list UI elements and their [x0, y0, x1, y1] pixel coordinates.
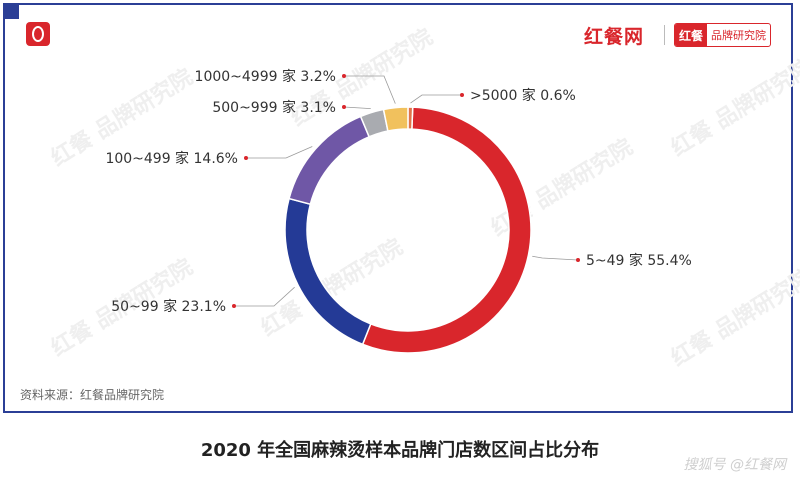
source-note: 资料来源：红餐品牌研究院	[20, 388, 165, 402]
brand-badge-left: 红餐	[675, 24, 708, 46]
slice-label: 100~499 家 14.6%	[105, 150, 238, 167]
chart-caption: 2020 年全国麻辣烫样本品牌门店数区间占比分布	[200, 440, 600, 461]
label-dot	[342, 105, 346, 109]
brand-title: 红餐网	[584, 26, 645, 48]
brand-badge-right: 品牌研究院	[711, 29, 767, 42]
label-dot	[460, 93, 464, 97]
slice-label: 5~49 家 55.4%	[586, 252, 692, 269]
label-dot	[342, 74, 346, 78]
leader-line	[234, 286, 295, 307]
label-dot	[232, 304, 236, 308]
donut-slice	[382, 106, 409, 132]
leader-line	[344, 75, 396, 104]
donut-slice	[284, 197, 372, 346]
slice-label: >5000 家 0.6%	[470, 87, 576, 104]
donut-slice	[288, 115, 371, 206]
donut-slice	[407, 106, 414, 130]
brand-divider	[664, 25, 665, 45]
leader-line	[343, 106, 371, 109]
label-dot	[244, 156, 248, 160]
logo-icon	[26, 22, 50, 46]
donut-slice	[361, 106, 532, 354]
leader-line	[246, 146, 313, 159]
label-dot	[576, 258, 580, 262]
leader-line	[532, 255, 579, 261]
corner-tab	[5, 5, 19, 19]
corner-watermark: 搜狐号 @红餐网	[683, 457, 786, 473]
slice-label: 1000~4999 家 3.2%	[195, 68, 336, 85]
slice-label: 50~99 家 23.1%	[111, 298, 226, 315]
leader-line	[410, 94, 462, 104]
slice-label: 500~999 家 3.1%	[212, 99, 336, 116]
brand-badge: 红餐 品牌研究院	[674, 23, 772, 47]
